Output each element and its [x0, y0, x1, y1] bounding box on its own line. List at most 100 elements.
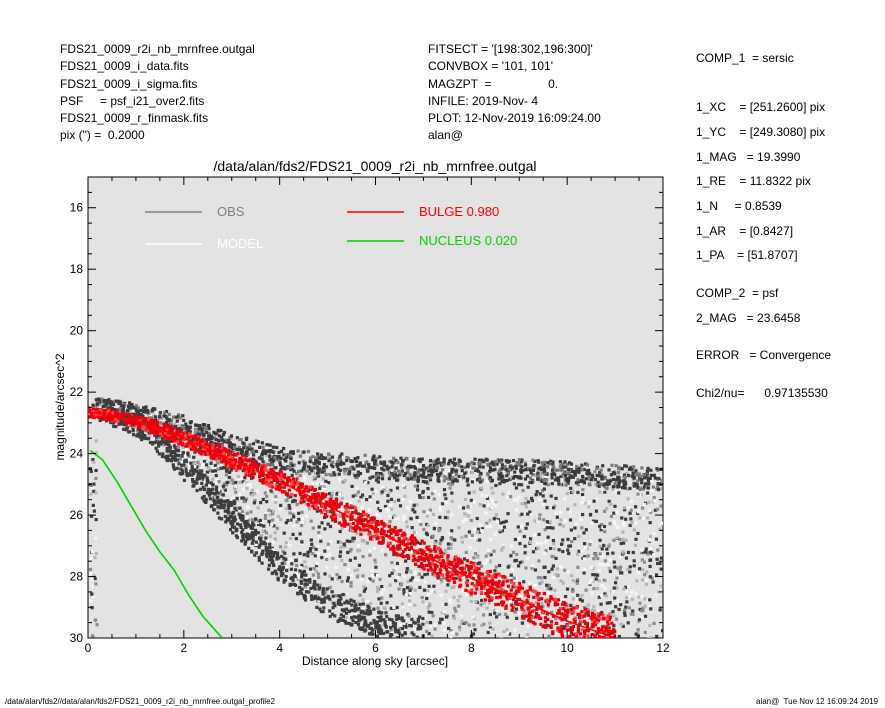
obs-point — [653, 499, 657, 503]
obs-point — [580, 468, 584, 472]
obs-point — [179, 467, 183, 471]
obs-point — [386, 499, 390, 503]
obs-point — [178, 471, 182, 475]
obs-point — [626, 550, 631, 555]
obs-point — [261, 529, 265, 533]
obs-point — [413, 471, 417, 475]
obs-point — [367, 465, 371, 469]
obs-point — [212, 507, 216, 512]
obs-point — [363, 453, 367, 457]
obs-point — [159, 442, 163, 446]
obs-point — [616, 599, 620, 603]
bulge-point — [334, 502, 339, 506]
obs-point — [272, 524, 276, 528]
obs-point — [201, 477, 206, 481]
bulge-point — [264, 477, 269, 482]
obs-point — [559, 475, 563, 479]
obs-point — [409, 517, 413, 521]
obs-point — [591, 573, 595, 577]
obs-point — [204, 497, 208, 502]
obs-point — [392, 476, 397, 480]
bulge-point — [490, 580, 495, 584]
obs-point — [232, 499, 236, 503]
obs-point — [433, 489, 437, 493]
obs-point — [537, 517, 542, 521]
obs-point — [541, 593, 546, 598]
obs-point — [379, 613, 383, 617]
obs-point — [119, 403, 123, 408]
obs-point — [388, 459, 392, 464]
obs-point — [304, 585, 308, 589]
obs-point — [232, 519, 236, 523]
bulge-point — [514, 591, 518, 596]
obs-point — [648, 520, 652, 525]
obs-point — [491, 468, 495, 472]
obs-point — [300, 540, 304, 544]
obs-point — [322, 598, 326, 602]
obs-point — [375, 456, 379, 461]
obs-point — [438, 542, 442, 546]
obs-point — [550, 567, 554, 571]
bulge-point — [234, 468, 238, 473]
obs-point — [599, 474, 604, 479]
obs-point — [241, 496, 245, 500]
bulge-point — [440, 554, 444, 559]
obs-point — [615, 586, 619, 590]
obs-point — [282, 453, 286, 457]
obs-point — [517, 496, 521, 500]
bulge-point — [599, 643, 602, 646]
obs-point — [238, 509, 242, 513]
obs-point — [570, 469, 574, 474]
obs-point — [632, 528, 636, 532]
obs-point — [443, 548, 447, 552]
obs-point — [252, 453, 256, 457]
obs-point — [144, 431, 148, 435]
bulge-point — [261, 478, 265, 482]
obs-point — [134, 404, 139, 408]
obs-point — [417, 494, 422, 498]
obs-point — [432, 590, 436, 594]
obs-point — [624, 517, 628, 521]
obs-point — [237, 477, 241, 481]
obs-point — [343, 544, 347, 548]
obs-point — [447, 482, 451, 486]
obs-point — [212, 430, 216, 435]
obs-point — [554, 617, 558, 621]
obs-point — [256, 489, 260, 493]
obs-point — [520, 621, 525, 625]
obs-point — [613, 565, 617, 569]
bulge-point — [430, 562, 434, 566]
obs-point — [163, 411, 167, 415]
obs-point — [488, 475, 492, 480]
obs-point — [569, 631, 574, 635]
obs-point — [389, 625, 393, 630]
obs-point — [629, 499, 634, 504]
bulge-point — [450, 560, 454, 565]
obs-point — [471, 632, 476, 636]
obs-point — [502, 480, 506, 484]
obs-point — [419, 522, 423, 527]
obs-point — [531, 550, 536, 554]
obs-point — [397, 616, 401, 620]
obs-point — [307, 465, 311, 469]
obs-point — [121, 405, 126, 409]
bulge-point — [359, 528, 363, 532]
obs-point — [254, 439, 258, 443]
obs-point — [323, 527, 327, 531]
bulge-point — [141, 424, 145, 428]
obs-point — [172, 444, 176, 448]
obs-point — [585, 463, 590, 467]
obs-point — [178, 416, 182, 420]
obs-point — [118, 400, 122, 405]
obs-point — [514, 558, 518, 563]
obs-point — [453, 606, 457, 610]
obs-point — [108, 399, 112, 404]
obs-point — [603, 559, 608, 563]
obs-point — [355, 486, 359, 490]
obs-point — [485, 496, 490, 500]
obs-point — [453, 538, 457, 542]
obs-point — [582, 542, 587, 546]
obs-point — [167, 412, 171, 417]
obs-point — [619, 565, 623, 569]
obs-point — [519, 470, 523, 474]
